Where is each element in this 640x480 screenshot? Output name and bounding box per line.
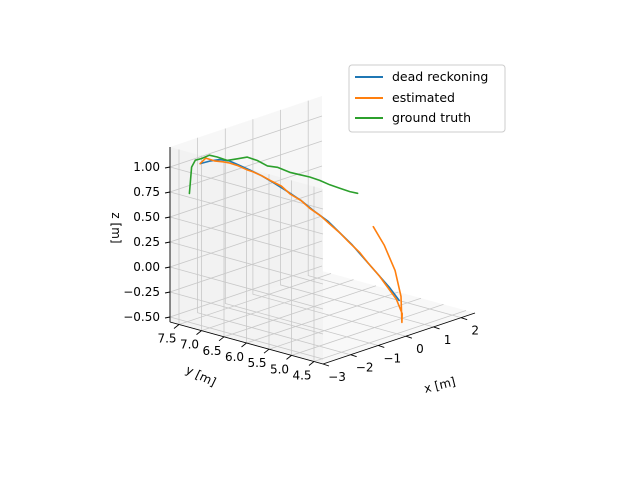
y-tick-mark	[173, 324, 180, 329]
y-tick-mark	[241, 342, 247, 348]
legend-label-estimated: estimated	[392, 90, 455, 105]
axis-panes	[170, 96, 475, 364]
z-tick-mark	[164, 166, 171, 169]
z-tick-label: 0.00	[133, 260, 160, 274]
series-line-ground-truth	[188, 154, 359, 195]
z-tick-label: −0.50	[123, 310, 160, 324]
y-tick-label: 7.0	[180, 338, 199, 352]
tick-labels: −3 −2 −1 0 1 2 7.5 7.0 6.5 6.0 5.5 5.0 4.5 1.00 0.75 0.…	[123, 160, 479, 384]
x-tick-label: −3	[328, 370, 346, 384]
legend-box	[348, 64, 506, 133]
pane-back	[170, 96, 322, 322]
z-axis-label: z [m]	[109, 212, 123, 243]
y-tick-mark	[218, 336, 225, 342]
z-tick-label: −0.25	[123, 285, 160, 299]
x-tick-mark	[405, 335, 413, 339]
y-tick-mark	[286, 355, 292, 360]
x-tick-mark	[350, 354, 357, 358]
x-tick-mark	[322, 363, 330, 367]
gridline-x	[307, 100, 462, 318]
y-axis-label: y [m]	[183, 363, 218, 390]
x-axis-line	[322, 312, 476, 365]
legend-label-dead-reckoning: dead reckoning	[392, 69, 488, 84]
z-tick-mark	[164, 291, 171, 294]
y-tick-label: 4.5	[292, 369, 311, 383]
x-tick-label: 1	[444, 333, 452, 347]
y-tick-label: 5.5	[247, 356, 266, 370]
x-tick-mark	[433, 326, 440, 330]
z-tick-label: 0.50	[133, 210, 160, 224]
z-tick-mark	[164, 216, 171, 219]
y-tick-mark	[196, 330, 202, 335]
z-tick-label: 0.25	[133, 235, 160, 249]
y-tick-mark	[308, 361, 315, 366]
legend-label-ground-truth: ground truth	[392, 110, 471, 125]
z-tick-label: 1.00	[133, 160, 160, 174]
gridline-x	[197, 137, 351, 356]
x-axis-label: x [m]	[423, 374, 457, 395]
y-tick-label: 7.5	[157, 331, 176, 345]
y-tick-mark	[263, 348, 270, 354]
series-line-estimated	[199, 157, 404, 324]
x-tick-label: 0	[416, 342, 424, 356]
z-tick-mark	[164, 266, 171, 269]
z-tick-mark	[164, 241, 171, 244]
z-tick-label: 0.75	[133, 185, 160, 199]
x-tick-label: −1	[383, 351, 401, 365]
gridline-x	[252, 119, 407, 337]
x-tick-mark	[378, 345, 385, 348]
y-tick-label: 6.0	[225, 350, 244, 364]
axis-lines	[164, 147, 476, 367]
gridline-x	[224, 128, 379, 346]
x-tick-label: −2	[356, 361, 374, 375]
z-tick-mark	[164, 316, 171, 319]
x-tick-mark	[461, 317, 468, 321]
z-tick-mark	[164, 191, 171, 194]
y-tick-label: 5.0	[270, 362, 289, 376]
series-layer	[188, 154, 404, 324]
legend: dead reckoning estimated ground truth	[348, 64, 506, 133]
y-tick-label: 6.5	[202, 344, 221, 358]
x-tick-label: 2	[471, 324, 479, 338]
